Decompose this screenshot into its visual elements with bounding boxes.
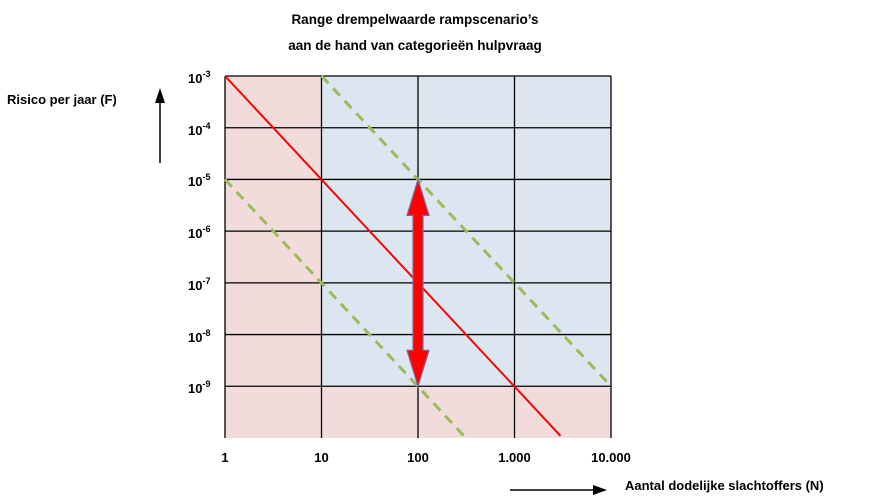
x-tick-label: 1	[221, 450, 229, 465]
series-line-0	[224, 75, 562, 437]
annotations	[406, 177, 430, 389]
x-axis-label: Aantal dodelijke slachtoffers (N)	[625, 478, 824, 493]
y-tick-exponent: -6	[202, 224, 211, 235]
y-axis-arrow-head	[155, 88, 165, 103]
series-line-1	[320, 74, 613, 388]
y-tick-exponent: -3	[202, 69, 211, 79]
y-tick-exponent: -5	[202, 172, 211, 183]
series-line-2	[223, 178, 466, 437]
y-tick-label: 10-5	[188, 172, 222, 189]
x-tick-label: 10	[314, 450, 329, 465]
y-tick-exponent: -8	[202, 327, 211, 338]
y-tick-label: 10-3	[188, 69, 222, 86]
y-tick-exponent: -4	[202, 120, 211, 131]
y-tick-base: 10	[188, 277, 203, 293]
y-tick-label: 10-4	[188, 121, 222, 138]
y-tick-exponent: -7	[202, 275, 211, 286]
grid	[224, 75, 612, 438]
double-arrow-0	[406, 177, 430, 389]
y-axis-label: Risico per jaar (F)	[7, 92, 117, 107]
x-axis-arrow-head	[593, 485, 607, 495]
y-tick-base: 10	[188, 122, 203, 138]
x-tick-label: 100	[407, 450, 429, 465]
chart-title-line2: aan de hand van categorieën hulpvraag	[288, 38, 542, 53]
y-tick-base: 10	[188, 174, 203, 190]
series-lines	[223, 74, 613, 437]
y-tick-label: 10-7	[188, 276, 222, 293]
y-tick-base: 10	[188, 226, 203, 242]
y-tick-label: 10-8	[188, 328, 222, 345]
x-tick-label: 10.000	[591, 450, 631, 465]
y-tick-base: 10	[188, 329, 203, 345]
y-tick-label: 10-9	[188, 379, 222, 396]
y-tick-label: 10-6	[188, 224, 222, 241]
y-tick-base: 10	[188, 381, 203, 397]
axis-arrows	[155, 88, 607, 495]
y-tick-exponent: -9	[202, 379, 211, 390]
y-tick-base: 10	[188, 71, 203, 86]
x-tick-label: 1.000	[498, 450, 531, 465]
chart-title-line1: Range drempelwaarde rampscenario’s	[291, 12, 539, 27]
